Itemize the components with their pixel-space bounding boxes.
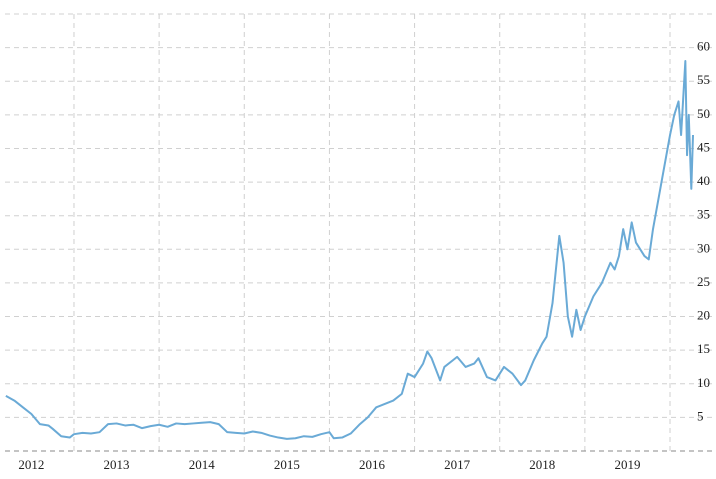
y-tick-label: 20 [697,308,710,323]
x-tick-label: 2018 [529,457,555,472]
y-tick-label: 30 [697,240,710,255]
x-tick-label: 2014 [189,457,216,472]
y-tick-label: 45 [697,139,710,154]
y-tick-label: 55 [697,72,710,87]
y-tick-label: 60 [697,39,710,54]
y-tick-label: 5 [697,408,704,423]
y-tick-label: 15 [697,341,710,356]
y-tick-label: 25 [697,274,710,289]
y-tick-label: 10 [697,375,710,390]
x-tick-label: 2016 [359,457,386,472]
x-tick-label: 2013 [104,457,130,472]
x-tick-label: 2012 [18,457,44,472]
x-tick-label: 2015 [274,457,300,472]
y-tick-label: 40 [697,173,710,188]
y-tick-label: 35 [697,207,710,222]
x-tick-label: 2019 [614,457,640,472]
price-line [5,60,695,440]
x-tick-label: 2017 [444,457,471,472]
y-tick-label: 50 [697,106,710,121]
